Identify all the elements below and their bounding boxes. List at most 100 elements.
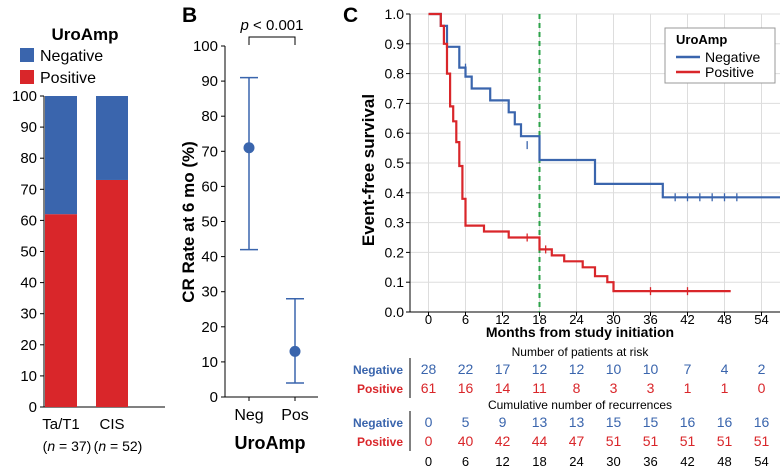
panel-a-y-tick-label: 90 <box>20 119 37 136</box>
panel-c-series-negative <box>428 12 780 199</box>
panel-b-y-tick-label: 20 <box>201 319 218 336</box>
panel-c-y-tick-label: 0.2 <box>385 244 405 260</box>
panel-a-y-tick-label: 70 <box>20 181 37 198</box>
panel-a-y-tick-label: 30 <box>20 306 37 323</box>
panel-c-y-tick-label: 0.8 <box>385 66 405 82</box>
panel-a-y-tick-label: 20 <box>20 337 37 354</box>
recurrence-table-cell: 51 <box>717 433 733 449</box>
risk-table-cell: 28 <box>421 361 437 377</box>
panel-c-x-tick-label: 24 <box>569 312 583 327</box>
panel-b-y-tick-label: 90 <box>201 73 218 90</box>
panel-b-pvalue: p < 0.001 <box>240 17 304 34</box>
panel-b-y-tick-label: 70 <box>201 143 218 160</box>
panel-a-n-label: (n = 52) <box>94 438 143 454</box>
panel-c-series-positive <box>428 12 731 293</box>
panel-a-bars <box>45 96 128 407</box>
risk-table-cell: 10 <box>606 361 622 377</box>
panel-b-x-label: UroAmp <box>235 433 306 453</box>
panel-c-x-tick-label: 0 <box>425 312 432 327</box>
panel-a-legend-swatch-positive <box>20 70 34 84</box>
risk-table-cell: 10 <box>643 361 659 377</box>
panel-c-x-label: Months from study initiation <box>486 324 674 340</box>
recurrence-table-cell: 16 <box>754 414 770 430</box>
panel-a-y-tick-label: 10 <box>20 368 37 385</box>
panel-a-y-tick-label: 0 <box>29 399 37 416</box>
risk-table-cell: 3 <box>610 380 618 396</box>
panel-c-y-tick-label: 0.9 <box>385 36 405 52</box>
panel-b-y-tick-label: 50 <box>201 214 218 231</box>
recurrence-table-cell: 13 <box>532 414 548 430</box>
risk-table-cell: 4 <box>721 361 729 377</box>
panel-b-y-tick-label: 100 <box>193 38 218 55</box>
panel-b-y-tick-label: 0 <box>210 389 218 406</box>
panel-a-y-tick-label: 40 <box>20 275 37 292</box>
panel-c-legend-positive: Positive <box>705 64 754 80</box>
panel-c-legend-box <box>664 27 776 84</box>
risk-table-row-label: Positive <box>357 382 403 396</box>
panel-a-bar-positive <box>96 179 128 407</box>
panel-c-x-tick-label: 36 <box>643 312 657 327</box>
panel-a-y-axis: 0 10 20 30 40 50 60 70 80 90 100 <box>12 88 165 416</box>
recurrence-table-row-label: Positive <box>357 435 403 449</box>
recurrence-table-cell: 16 <box>680 414 696 430</box>
bottom-x-tick-label: 18 <box>532 454 546 469</box>
panel-a-n-label: (n = 37) <box>43 438 92 454</box>
recurrence-table-cell: 42 <box>495 433 511 449</box>
recurrence-table-cell: 40 <box>458 433 474 449</box>
bottom-x-tick-label: 36 <box>643 454 657 469</box>
panel-c-x-tick-label: 54 <box>754 312 768 327</box>
panel-c-y-tick-label: 0.1 <box>385 274 405 290</box>
panel-c-legend-negative: Negative <box>705 49 760 65</box>
recurrence-table-cell: 51 <box>754 433 770 449</box>
recurrence-table-cell: 5 <box>462 414 470 430</box>
panel-b-category-label: Neg <box>234 407 263 424</box>
panel-a-y-tick-label: 80 <box>20 150 37 167</box>
bottom-x-tick-label: 24 <box>569 454 583 469</box>
panel-c-survival: C 0.00.10.20.30.40.50.60.70.80.91.00 6 12 1… <box>343 4 780 469</box>
risk-table-row-label: Negative <box>353 363 403 377</box>
panel-c-letter: C <box>343 4 358 27</box>
panel-a-legend-swatch-negative <box>20 48 34 62</box>
panel-c-y-tick-label: 0.4 <box>385 185 405 201</box>
risk-table-cell: 22 <box>458 361 474 377</box>
panel-c-x-tick-label: 18 <box>532 312 546 327</box>
panel-a-bar-positive <box>45 214 77 407</box>
panel-c-y-tick-label: 0.6 <box>385 125 405 141</box>
risk-table-cell: 1 <box>721 380 729 396</box>
panel-c-y-tick-label: 0.0 <box>385 304 405 320</box>
panel-b-scatter: B 0 10 20 30 40 50 60 70 80 90 100 Neg Pos CR Rate a… <box>179 4 318 453</box>
recurrence-table-title: Cumulative number of recurrences <box>488 398 672 412</box>
risk-table-cell: 14 <box>495 380 511 396</box>
risk-table-cell: 8 <box>573 380 581 396</box>
risk-table-cell: 11 <box>532 380 547 396</box>
panel-c-y-label: Event-free survival <box>359 94 378 246</box>
panel-b-y-tick-label: 30 <box>201 284 218 301</box>
panel-b-point <box>289 345 301 357</box>
panel-c-y-tick-label: 1.0 <box>385 6 405 22</box>
panel-a-legend-positive: Positive <box>40 70 96 87</box>
risk-table-cell: 12 <box>569 361 585 377</box>
panel-c-x-tick-label: 48 <box>717 312 731 327</box>
bottom-x-tick-label: 30 <box>606 454 620 469</box>
panel-b-y-tick-label: 10 <box>201 354 218 371</box>
bottom-x-tick-label: 42 <box>680 454 694 469</box>
panel-a-bar-negative <box>96 96 128 180</box>
panel-a-legend-title: UroAmp <box>51 25 118 44</box>
panel-a-bar-negative <box>45 96 77 215</box>
recurrence-table-cell: 15 <box>643 414 659 430</box>
panel-c-x-tick-label: 30 <box>606 312 620 327</box>
recurrence-table-cell: 13 <box>569 414 585 430</box>
panel-b-y-axis: 0 10 20 30 40 50 60 70 80 90 100 Neg Pos <box>193 38 318 424</box>
panel-b-point <box>243 142 255 154</box>
panel-b-y-label: CR Rate at 6 mo (%) <box>179 141 198 303</box>
panel-a-legend-negative: Negative <box>40 48 103 65</box>
panel-b-pvalue-rest: < 0.001 <box>249 17 304 34</box>
risk-table-cell: 16 <box>458 380 474 396</box>
panel-c-x-tick-label: 6 <box>462 312 469 327</box>
panel-a-category-label: Ta/T1 <box>42 416 80 433</box>
bottom-x-tick-label: 6 <box>462 454 469 469</box>
panel-c-x-tick-label: 12 <box>495 312 509 327</box>
recurrence-table-cell: 51 <box>680 433 696 449</box>
panel-b-points <box>240 76 304 384</box>
